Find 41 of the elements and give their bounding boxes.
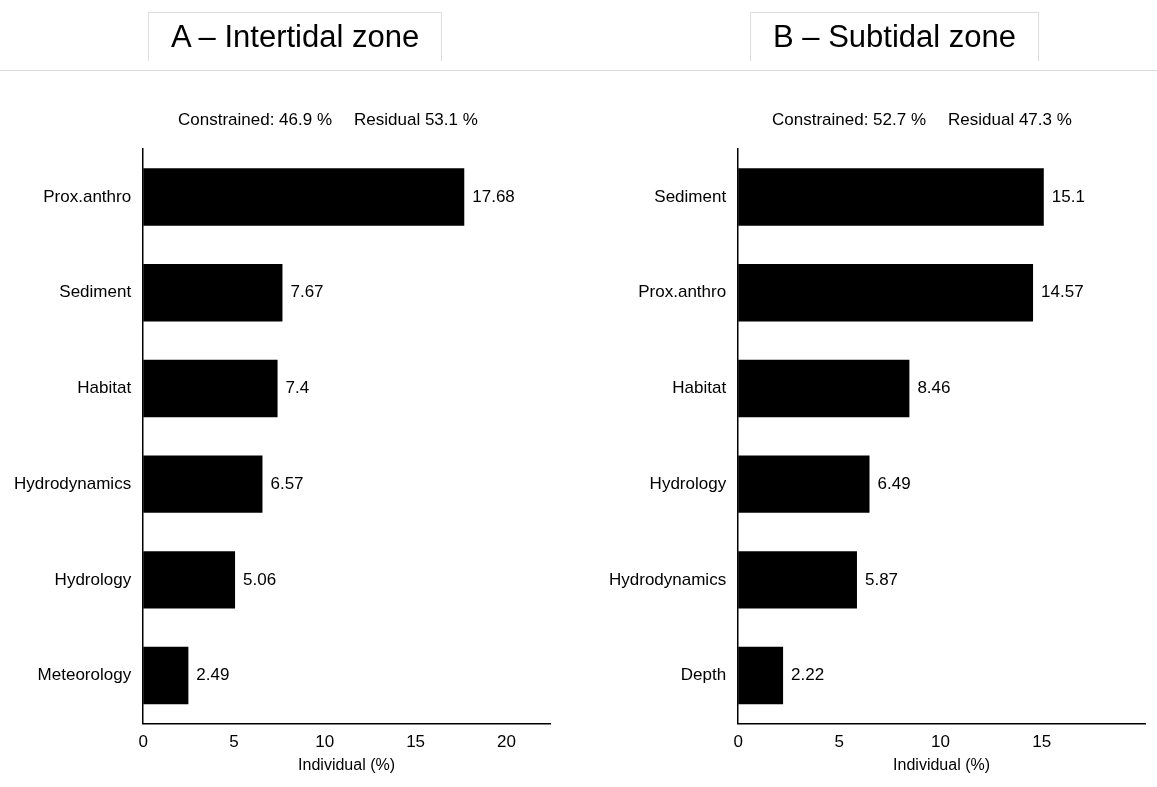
data-label: 7.4 <box>285 378 310 398</box>
y-tick-label: Sediment <box>59 282 132 302</box>
data-label: 7.67 <box>290 282 324 302</box>
y-tick-label: Meteorology <box>37 665 132 685</box>
x-tick-label: 0 <box>138 732 148 752</box>
y-tick-label: Sediment <box>654 186 727 206</box>
chart-title: A – Intertidal zone <box>148 12 443 61</box>
y-tick-label: Hydrodynamics <box>13 473 132 493</box>
x-tick-label: 20 <box>496 732 516 752</box>
text: Residual 53.1 % <box>354 110 478 129</box>
y-tick-label: Habitat <box>77 378 132 398</box>
x-tick-label: 10 <box>315 732 335 752</box>
data-label: 6.57 <box>270 473 304 493</box>
data-label: 8.46 <box>917 378 951 398</box>
data-label: 14.57 <box>1041 282 1084 302</box>
x-tick-label: 5 <box>229 732 239 752</box>
y-tick-label: Depth <box>680 665 727 685</box>
x-tick-label: 10 <box>931 732 951 752</box>
data-label: 15.1 <box>1051 186 1085 206</box>
x-tick-label: 15 <box>1032 732 1052 752</box>
data-label: 17.68 <box>472 186 515 206</box>
data-label: 5.06 <box>243 569 277 589</box>
text: Constrained: 46.9 % <box>178 110 333 129</box>
x-tick-label: 5 <box>834 732 845 752</box>
data-label: 6.49 <box>877 473 911 493</box>
y-tick-label: Hydrology <box>54 569 132 589</box>
y-tick-label: Hydrology <box>649 473 727 493</box>
x-tick-label: 15 <box>406 732 426 752</box>
text: Constrained: 52.7 % <box>772 110 927 129</box>
y-tick-label: Habitat <box>672 378 727 398</box>
data-label: 2.49 <box>196 665 230 685</box>
y-tick-label: Prox.anthro <box>43 186 132 206</box>
chart-title: B – Subtidal zone <box>750 12 1040 61</box>
x-axis-title: Individual (%) <box>298 755 396 773</box>
data-label: 5.87 <box>864 569 899 589</box>
data-label: 2.22 <box>791 665 825 685</box>
x-axis-title: Individual (%) <box>893 755 991 773</box>
text: Residual 47.3 % <box>948 110 1072 129</box>
y-tick-label: Hydrodynamics <box>608 569 727 589</box>
y-tick-label: Prox.anthro <box>638 282 727 302</box>
x-tick-label: 0 <box>733 732 743 752</box>
